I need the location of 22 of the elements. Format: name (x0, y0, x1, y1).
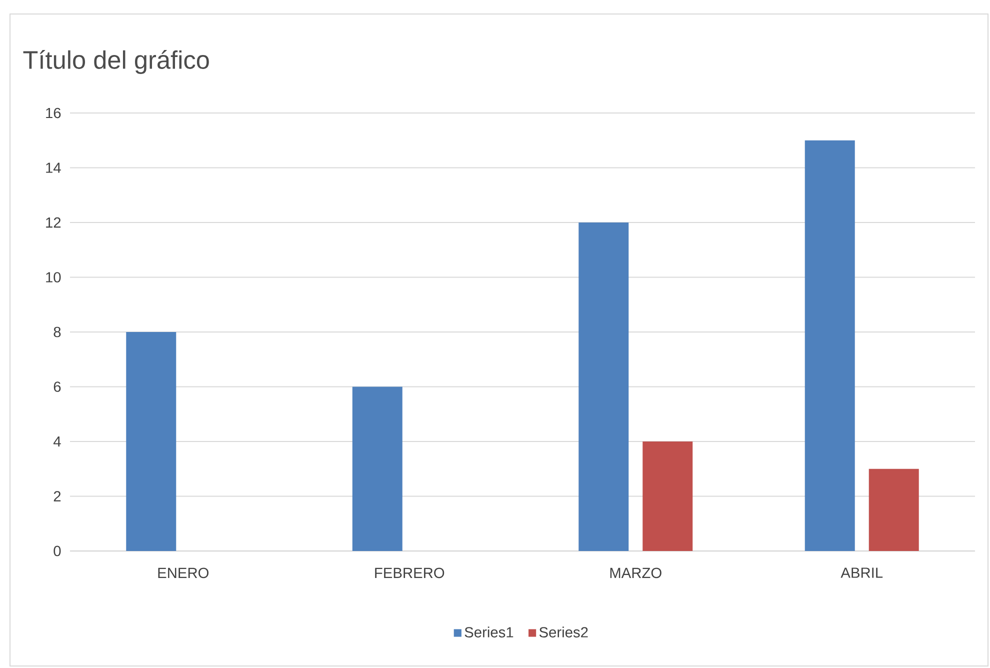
bar (126, 332, 176, 551)
y-tick-label: 8 (54, 326, 61, 338)
bar (578, 222, 629, 551)
x-tick-label: FEBRERO (375, 568, 444, 578)
y-tick-label: 12 (46, 217, 61, 228)
bar (804, 140, 855, 551)
x-tick-label: ABRIL (840, 568, 883, 578)
bar (352, 386, 402, 551)
y-tick-label: 6 (54, 382, 61, 392)
legend-label: Series1 (464, 626, 514, 638)
y-tick-label: 4 (53, 436, 61, 447)
legend-label: Series2 (539, 626, 588, 638)
x-tick-label: ENERO (158, 568, 209, 578)
x-tick-label: MARZO (610, 568, 662, 578)
bar (642, 441, 693, 551)
bar (868, 468, 919, 551)
y-tick-label: 16 (46, 108, 61, 118)
y-tick-label: 10 (46, 272, 61, 282)
y-tick-label: 2 (54, 491, 61, 502)
y-tick-label: 0 (54, 546, 61, 556)
chart-title: Título del gráfico (23, 50, 209, 74)
y-tick-label: 14 (46, 162, 61, 173)
